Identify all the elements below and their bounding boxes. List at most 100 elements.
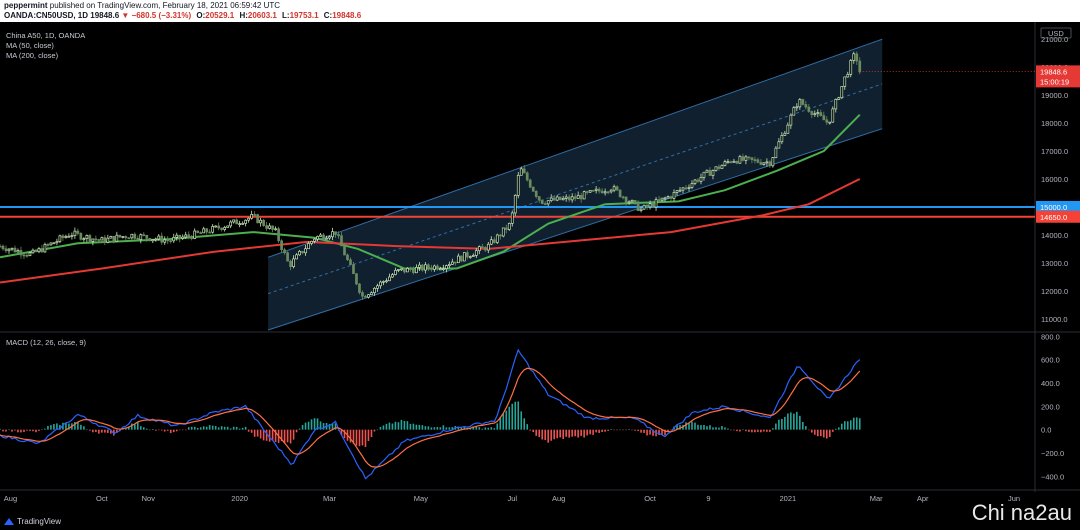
macd-histogram-bar — [532, 429, 535, 433]
macd-histogram-bar — [769, 429, 771, 432]
candle-body — [73, 230, 77, 236]
macd-histogram-bar — [134, 424, 136, 430]
macd-histogram-bar — [751, 429, 753, 433]
candle-body — [678, 189, 682, 192]
candle-body — [310, 240, 313, 244]
candle-body — [447, 264, 451, 266]
candle-body — [277, 228, 280, 242]
candle-body — [223, 227, 227, 230]
macd-histogram-bar — [811, 429, 813, 433]
macd-histogram-bar — [685, 422, 687, 430]
candle-body — [681, 187, 685, 191]
macd-histogram-bar — [17, 429, 19, 433]
macd-histogram-bar — [283, 429, 286, 443]
macd-histogram-bar — [151, 428, 154, 430]
candle-body — [112, 235, 116, 242]
macd-axis-tick: −400.0 — [1041, 472, 1064, 481]
chart-area[interactable]: 11000.0 12000.0 13000.0 14000.0 15000.0 16000… — [0, 22, 1080, 512]
macd-histogram-bar — [772, 428, 774, 430]
candle-body — [453, 261, 457, 264]
macd-histogram-bar — [313, 418, 316, 430]
candle-body — [265, 225, 268, 229]
candle-body — [576, 195, 580, 199]
candle-body — [741, 156, 745, 161]
candle-body — [543, 203, 547, 205]
high-label: H: — [239, 11, 248, 20]
macd-histogram-bar — [35, 429, 37, 433]
macd-histogram-bar — [514, 401, 517, 430]
macd-histogram-bar — [445, 427, 448, 430]
candle-body — [241, 223, 244, 225]
candle-body — [130, 233, 134, 239]
candle-body — [436, 265, 439, 270]
candle-body — [687, 187, 691, 189]
candle-body — [424, 264, 427, 271]
candle-body — [430, 267, 433, 270]
macd-histogram-bar — [852, 417, 855, 430]
publisher-name[interactable]: peppermint — [4, 1, 48, 10]
publish-header: peppermint published on TradingView.com,… — [0, 0, 1080, 22]
candle-body — [250, 214, 253, 219]
candle-body — [82, 238, 86, 240]
candle-body — [798, 99, 802, 108]
macd-histogram-bar — [436, 426, 439, 430]
macd-histogram-bar — [430, 427, 433, 430]
macd-histogram-bar — [107, 429, 109, 433]
candle-body — [657, 199, 661, 201]
macd-title[interactable]: MACD (12, 26, close, 9) — [6, 338, 87, 347]
macd-histogram-bar — [14, 429, 16, 431]
candle-body — [397, 269, 400, 271]
open-label: O: — [196, 11, 206, 20]
candle-body — [172, 237, 176, 242]
candle-body — [166, 239, 170, 242]
level-price-tag — [1036, 210, 1080, 223]
candle-body — [67, 235, 71, 238]
ma50-legend[interactable]: MA (50, close) — [6, 41, 54, 50]
candle-body — [498, 234, 502, 237]
time-axis-tick: Jun — [1008, 494, 1020, 503]
candle-body — [376, 285, 379, 289]
macd-histogram-bar — [487, 427, 490, 430]
candle-body — [58, 235, 62, 242]
candle-body — [747, 156, 751, 159]
macd-axis-tick: 0.0 — [1041, 426, 1051, 435]
macd-histogram-bar — [214, 426, 217, 430]
macd-histogram-bar — [98, 429, 100, 434]
symbol-label: OANDA:CN50USD, 1D — [4, 11, 89, 20]
watermark: Chi na2au — [971, 500, 1072, 525]
candle-body — [382, 281, 385, 283]
candle-body — [459, 255, 463, 262]
candle-body — [202, 228, 206, 234]
candle-body — [211, 226, 215, 233]
candle-body — [768, 161, 772, 167]
candle-body — [121, 236, 125, 238]
macd-histogram-bar — [349, 429, 352, 443]
macd-histogram-bar — [766, 429, 768, 432]
change-value: ▼ −680.5 (−3.31%) — [121, 11, 192, 20]
macd-axis-tick: 200.0 — [1041, 402, 1060, 411]
candle-body — [355, 273, 358, 285]
macd-histogram-bar — [50, 425, 52, 430]
candle-body — [570, 196, 574, 201]
ma200-legend[interactable]: MA (200, close) — [6, 51, 59, 60]
candle-body — [693, 179, 697, 184]
candle-body — [283, 249, 286, 254]
macd-histogram-bar — [397, 422, 400, 430]
macd-histogram-bar — [295, 429, 298, 433]
candle-body — [630, 199, 634, 203]
macd-histogram-bar — [823, 429, 825, 438]
candle-body — [525, 172, 529, 181]
candle-body — [789, 114, 793, 126]
candle-body — [615, 186, 619, 191]
macd-histogram-bar — [301, 424, 304, 430]
macd-histogram-bar — [142, 427, 145, 430]
candle-body — [109, 235, 113, 239]
macd-histogram-bar — [775, 423, 777, 430]
time-axis-tick: May — [414, 494, 428, 503]
macd-histogram-bar — [817, 429, 819, 437]
tradingview-logo[interactable]: TradingView — [4, 517, 61, 526]
macd-histogram-bar — [286, 429, 289, 443]
macd-histogram-bar — [667, 429, 669, 432]
candle-body — [4, 248, 8, 252]
macd-histogram-bar — [828, 429, 831, 437]
